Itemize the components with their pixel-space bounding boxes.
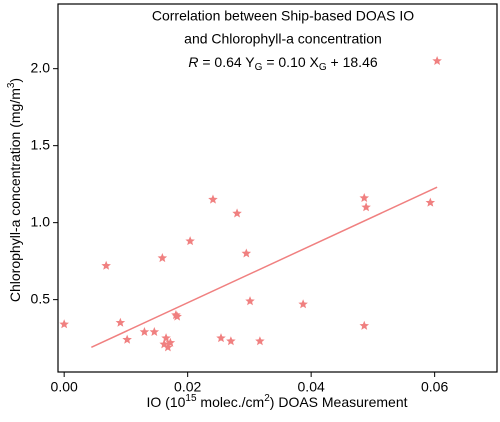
data-point [432, 55, 442, 66]
x-tick-label: 0.00 [51, 379, 78, 395]
data-point [359, 320, 370, 330]
data-point [185, 236, 195, 246]
data-point [255, 336, 265, 346]
data-point [139, 326, 150, 337]
data-point [241, 248, 252, 258]
y-tick-label: 2.0 [31, 59, 51, 75]
label-part: ) [7, 78, 23, 83]
annotation-part: G [255, 62, 263, 73]
label-part: ) DOAS Measurement [270, 394, 408, 410]
data-point [245, 296, 255, 306]
data-point [122, 334, 132, 344]
data-point [159, 339, 169, 349]
data-point [226, 336, 236, 346]
label-part: Chlorophyll-a concentration (mg/m [7, 88, 23, 302]
title-line: Correlation between Ship-based DOAS IO [152, 8, 414, 24]
x-tick-label: 0.02 [174, 379, 201, 395]
data-point [163, 342, 173, 352]
data-point [232, 208, 242, 218]
label-part: molec./cm [197, 394, 265, 410]
data-point [172, 311, 182, 321]
y-tick-label: 1.0 [31, 213, 51, 229]
annotation-part: R [188, 54, 198, 70]
label-part: IO (10 [147, 394, 186, 410]
x-tick-label: 0.04 [298, 379, 325, 395]
x-axis-label: IO (1015 molec./cm2) DOAS Measurement [147, 393, 408, 410]
data-point [157, 253, 168, 263]
data-point [161, 333, 171, 343]
plot-frame [57, 3, 498, 373]
y-tick-label: 1.5 [31, 136, 51, 152]
label-part: 15 [185, 393, 197, 404]
fit-line [91, 186, 438, 349]
fit-annotation: R = 0.64 YG = 0.10 XG + 18.46 [188, 54, 378, 73]
data-point [359, 193, 370, 203]
annotation-part: = 0.10 X [262, 54, 319, 70]
data-point [208, 194, 218, 204]
title-line: and Chlorophyll-a concentration [184, 31, 382, 47]
data-point [216, 333, 226, 343]
annotation-part: + 18.46 [327, 54, 378, 70]
annotation-part: = 0.64 Y [198, 54, 255, 70]
data-point [298, 299, 308, 309]
y-tick-label: 0.5 [31, 290, 51, 306]
x-tick-label: 0.06 [421, 379, 448, 395]
data-point [361, 202, 371, 212]
annotation-part: G [319, 62, 327, 73]
data-point [425, 197, 436, 207]
label-part: 2 [264, 393, 270, 404]
data-point [149, 326, 160, 337]
data-point [115, 317, 126, 327]
label-part: 3 [6, 82, 17, 88]
data-point [101, 260, 111, 270]
data-point [59, 319, 69, 329]
data-point [171, 310, 181, 320]
y-axis-label: Chlorophyll-a concentration (mg/m3) [6, 78, 23, 302]
data-point [165, 337, 176, 347]
